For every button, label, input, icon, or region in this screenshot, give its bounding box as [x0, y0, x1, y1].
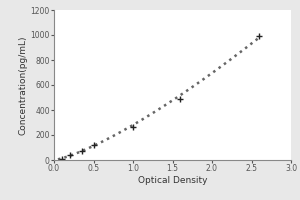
Y-axis label: Concentration(pg/mL): Concentration(pg/mL): [19, 35, 28, 135]
X-axis label: Optical Density: Optical Density: [138, 176, 207, 185]
